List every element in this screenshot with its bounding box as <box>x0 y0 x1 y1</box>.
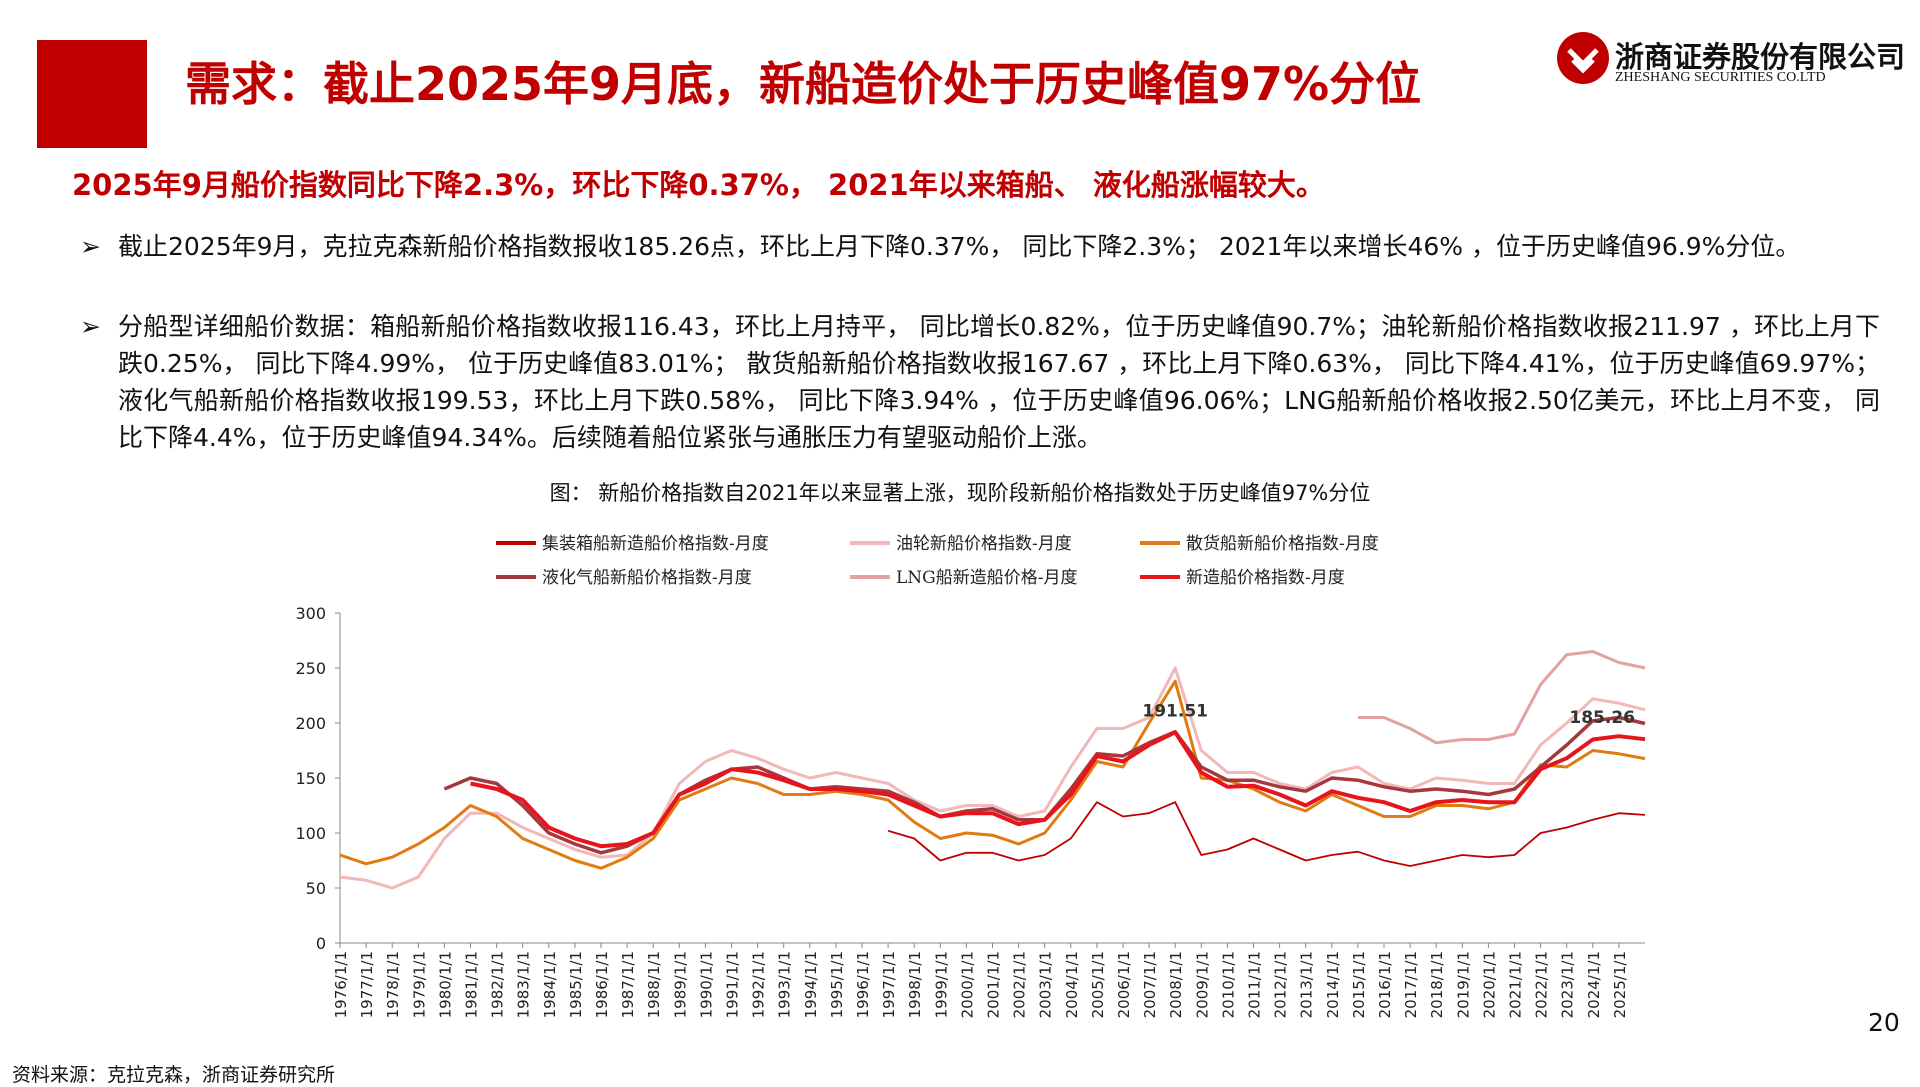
x-tick-label: 2015/1/1 <box>1350 951 1368 1018</box>
x-tick-label: 1999/1/1 <box>932 951 950 1018</box>
x-tick-label: 2025/1/1 <box>1611 951 1629 1018</box>
y-tick-label: 150 <box>295 769 326 788</box>
source: 资料来源：克拉克森，浙商证券研究所 <box>12 1064 336 1086</box>
x-tick-label: 1992/1/1 <box>750 951 768 1018</box>
bullet-text: 分船型详细船价数据：箱船新船价格指数收报116.43，环比上月持平， 同比增长0… <box>118 312 1880 452</box>
x-tick-label: 1996/1/1 <box>854 951 872 1018</box>
x-tick-label: 2001/1/1 <box>985 951 1003 1018</box>
x-tick-label: 2000/1/1 <box>958 951 976 1018</box>
x-tick-label: 1976/1/1 <box>332 951 350 1018</box>
data-label: 185.26 <box>1569 708 1635 728</box>
x-tick-label: 2009/1/1 <box>1193 951 1211 1018</box>
bullet-text: 截止2025年9月，克拉克森新船价格指数报收185.26点，环比上月下降0.37… <box>118 232 1801 261</box>
x-tick-label: 1989/1/1 <box>671 951 689 1018</box>
x-tick-label: 1986/1/1 <box>593 951 611 1018</box>
bullet: ➢ 截止2025年9月，克拉克森新船价格指数报收185.26点，环比上月下降0.3… <box>80 228 1880 265</box>
x-tick-label: 1997/1/1 <box>880 951 898 1018</box>
x-tick-label: 2014/1/1 <box>1324 951 1342 1018</box>
x-tick-label: 2021/1/1 <box>1507 951 1525 1018</box>
x-tick-label: 2008/1/1 <box>1167 951 1185 1018</box>
x-tick-label: 1981/1/1 <box>463 951 481 1018</box>
logo-cn: 浙商证券股份有限公司 <box>1615 40 1906 74</box>
x-tick-label: 2002/1/1 <box>1011 951 1029 1018</box>
x-tick-label: 2019/1/1 <box>1454 951 1472 1018</box>
x-tick-label: 1984/1/1 <box>541 951 559 1018</box>
series-line <box>887 801 1646 867</box>
header-block <box>37 40 147 148</box>
x-tick-label: 1977/1/1 <box>358 951 376 1018</box>
x-tick-label: 1979/1/1 <box>410 951 428 1018</box>
x-tick-label: 1982/1/1 <box>489 951 507 1018</box>
x-tick-label: 1990/1/1 <box>697 951 715 1018</box>
legend-label: 液化气船新船价格指数-月度 <box>542 568 752 588</box>
y-tick-label: 100 <box>295 824 326 843</box>
x-tick-label: 1995/1/1 <box>828 951 846 1018</box>
slide-title: 需求：截止2025年9月底，新船造价处于历史峰值97%分位 <box>185 57 1422 111</box>
x-tick-label: 1987/1/1 <box>619 951 637 1018</box>
x-tick-label: 2022/1/1 <box>1533 951 1551 1018</box>
x-tick-label: 2017/1/1 <box>1402 951 1420 1018</box>
logo-icon <box>1557 32 1609 84</box>
x-tick-label: 1998/1/1 <box>906 951 924 1018</box>
legend-label: 新造船价格指数-月度 <box>1186 568 1345 588</box>
x-tick-label: 2016/1/1 <box>1376 951 1394 1018</box>
x-tick-label: 2005/1/1 <box>1089 951 1107 1018</box>
x-tick-label: 2013/1/1 <box>1298 951 1316 1018</box>
chart-title: 图： 新船价格指数自2021年以来显著上涨，现阶段新船价格指数处于历史峰值97%… <box>550 481 1371 505</box>
x-tick-label: 2011/1/1 <box>1246 951 1264 1018</box>
y-tick-label: 200 <box>295 714 326 733</box>
x-tick-label: 2003/1/1 <box>1037 951 1055 1018</box>
y-tick-label: 250 <box>295 659 326 678</box>
x-tick-label: 1993/1/1 <box>776 951 794 1018</box>
x-tick-label: 1985/1/1 <box>567 951 585 1018</box>
legend-label: 油轮新船价格指数-月度 <box>896 534 1072 554</box>
chart: 图： 新船价格指数自2021年以来显著上涨，现阶段新船价格指数处于历史峰值97%… <box>295 481 1646 1018</box>
x-tick-label: 1994/1/1 <box>802 951 820 1018</box>
x-tick-label: 1980/1/1 <box>436 951 454 1018</box>
series-line <box>1357 650 1646 745</box>
page-number: 20 <box>1868 1008 1900 1037</box>
bullet: ➢ 分船型详细船价数据：箱船新船价格指数收报116.43，环比上月持平， 同比增长… <box>80 308 1880 456</box>
logo-en: ZHESHANG SECURITIES CO.LTD <box>1615 70 1826 85</box>
y-tick-label: 0 <box>316 934 326 953</box>
x-tick-label: 1983/1/1 <box>515 951 533 1018</box>
data-label: 191.51 <box>1142 701 1208 721</box>
x-tick-label: 2010/1/1 <box>1219 951 1237 1018</box>
y-tick-label: 50 <box>306 879 326 898</box>
legend-label: 散货船新船价格指数-月度 <box>1186 534 1379 554</box>
y-tick-label: 300 <box>295 604 326 623</box>
x-tick-label: 2012/1/1 <box>1272 951 1290 1018</box>
x-tick-label: 2004/1/1 <box>1063 951 1081 1018</box>
x-tick-label: 1988/1/1 <box>645 951 663 1018</box>
series-line <box>339 666 1646 890</box>
x-tick-label: 1978/1/1 <box>384 951 402 1018</box>
x-tick-label: 2020/1/1 <box>1480 951 1498 1018</box>
x-tick-label: 1991/1/1 <box>724 951 742 1018</box>
subtitle: 2025年9月船价指数同比下降2.3%，环比下降0.37%， 2021年以来箱船… <box>72 168 1325 202</box>
legend-label: LNG船新造船价格-月度 <box>896 568 1078 588</box>
x-tick-label: 2006/1/1 <box>1115 951 1133 1018</box>
series-line <box>339 679 1646 870</box>
series-line <box>470 730 1646 849</box>
legend-label: 集装箱船新造船价格指数-月度 <box>542 534 769 554</box>
x-tick-label: 2007/1/1 <box>1141 951 1159 1018</box>
x-tick-label: 2023/1/1 <box>1559 951 1577 1018</box>
x-tick-label: 2024/1/1 <box>1585 951 1603 1018</box>
x-tick-label: 2018/1/1 <box>1428 951 1446 1018</box>
